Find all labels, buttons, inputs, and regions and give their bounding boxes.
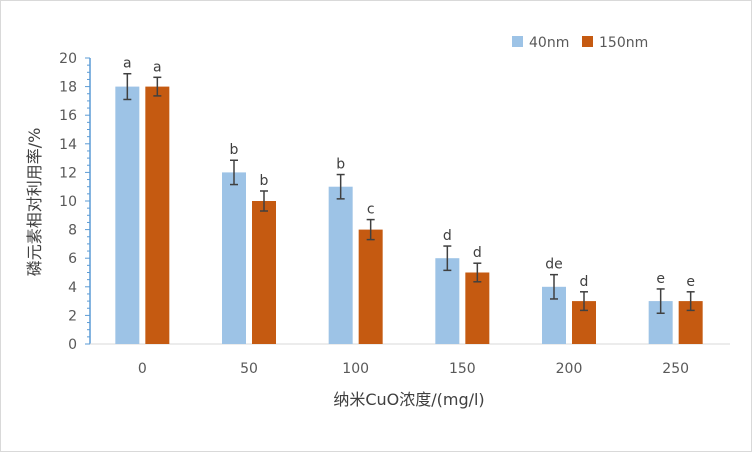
y-tick-label: 10	[59, 194, 77, 210]
x-tick-label: 200	[556, 361, 583, 377]
legend-swatch	[582, 36, 593, 47]
y-tick-label: 4	[68, 280, 77, 296]
x-tick-label: 100	[342, 361, 369, 377]
bar	[222, 172, 246, 344]
bar	[465, 272, 490, 344]
x-tick-label: 0	[138, 361, 147, 377]
y-axis-title: 磷元素相对利用率/%	[25, 128, 44, 277]
legend-label: 150nm	[599, 35, 648, 51]
y-tick-label: 6	[68, 251, 77, 267]
x-axis: 0 50 100 150 200 250	[90, 343, 730, 377]
significance-letter: d	[580, 274, 589, 290]
y-axis: 0 2 4 6 8 10 12 14 16 18 20	[59, 51, 91, 353]
legend-label: 40nm	[529, 35, 569, 51]
y-tick-label: 18	[59, 80, 77, 96]
legend: 40nm 150nm	[512, 35, 648, 51]
y-tick-label: 0	[68, 337, 77, 353]
significance-letter: b	[260, 173, 269, 189]
bar	[252, 201, 276, 344]
y-tick-label: 12	[59, 165, 77, 181]
x-tick-label: 50	[240, 361, 258, 377]
significance-letter: e	[686, 274, 695, 290]
significance-letter: de	[545, 257, 563, 273]
y-tick-label: 2	[68, 308, 77, 324]
significance-letter: d	[473, 245, 482, 261]
significance-letter: b	[336, 157, 345, 173]
y-tick-label: 20	[59, 51, 77, 67]
bar	[145, 86, 170, 344]
y-tick-label: 8	[68, 223, 77, 239]
significance-letter: a	[123, 56, 132, 72]
y-tick-label: 16	[59, 108, 77, 124]
bar	[435, 258, 460, 344]
bar	[115, 86, 140, 344]
significance-letter: b	[230, 142, 239, 158]
x-tick-label: 150	[449, 361, 476, 377]
significance-letter: c	[367, 202, 375, 218]
significance-letter: d	[443, 228, 452, 244]
x-tick-label: 250	[662, 361, 689, 377]
bar	[358, 229, 383, 344]
bar	[328, 186, 353, 344]
significance-letter: a	[153, 59, 162, 75]
significance-letter: e	[656, 271, 665, 287]
x-axis-title: 纳米CuO浓度/(mg/l)	[333, 390, 484, 409]
legend-swatch	[512, 36, 523, 47]
y-tick-label: 14	[59, 137, 77, 153]
